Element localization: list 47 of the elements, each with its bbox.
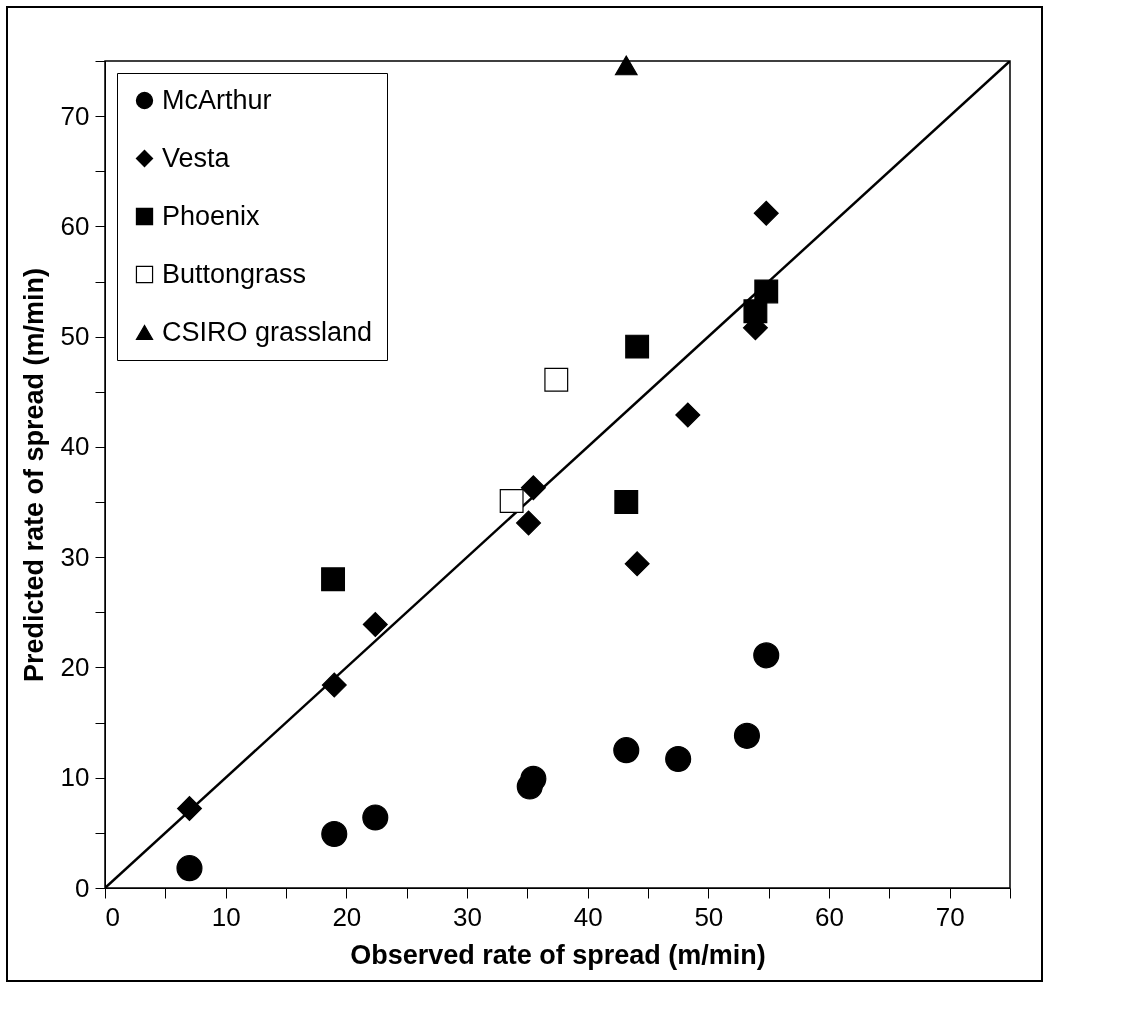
x-tick-label: 40 [573, 901, 603, 932]
y-tick-label: 40 [60, 431, 90, 462]
point [743, 299, 768, 324]
x-tick-label: 0 [105, 901, 120, 932]
legend-label: Buttongrass [162, 258, 307, 289]
y-tick-label: 60 [60, 210, 90, 241]
point [362, 804, 389, 831]
point [321, 672, 347, 698]
x-tick-label: 60 [815, 901, 844, 932]
y-axis-title: Predicted rate of spread (m/min) [18, 267, 49, 683]
x-tick-label: 70 [935, 901, 965, 932]
legend-label: CSIRO grassland [162, 316, 373, 347]
point [520, 765, 547, 792]
legend-label: McArthur [162, 84, 272, 115]
legend-label: Phoenix [162, 200, 261, 231]
point [665, 745, 692, 773]
point [624, 551, 650, 577]
point [520, 475, 546, 501]
point [544, 367, 569, 392]
point [516, 510, 542, 536]
point [613, 737, 640, 764]
y-tick-label: 30 [60, 541, 90, 572]
point [362, 611, 388, 637]
x-tick-label: 10 [211, 901, 241, 932]
y-tick-label: 70 [60, 100, 90, 131]
point [176, 796, 202, 822]
y-tick-label: 10 [60, 762, 90, 793]
x-tick-label: 30 [453, 901, 482, 932]
y-tick-label: 0 [75, 872, 90, 903]
point [675, 402, 701, 428]
point [321, 567, 346, 592]
point [753, 200, 779, 226]
point [614, 490, 639, 515]
x-tick-label: 50 [694, 901, 724, 932]
point [614, 55, 638, 76]
y-tick-label: 50 [60, 321, 90, 352]
point [499, 489, 524, 513]
point [321, 820, 348, 847]
point [753, 642, 780, 669]
point [625, 334, 650, 359]
legend-label: Vesta [162, 142, 231, 173]
y-tick-label: 20 [60, 651, 90, 682]
point [754, 279, 779, 304]
point [733, 722, 760, 749]
x-tick-label: 20 [332, 901, 362, 932]
point [176, 855, 203, 882]
x-axis-title: Observed rate of spread (m/min) [350, 939, 766, 970]
